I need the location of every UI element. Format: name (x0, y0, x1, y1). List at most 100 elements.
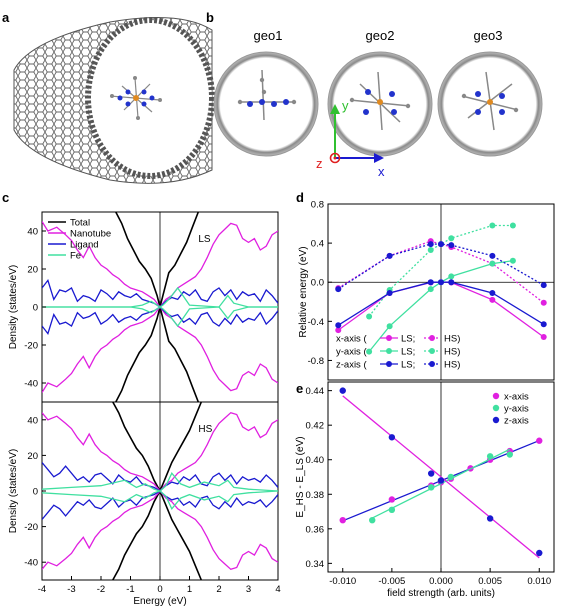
x-tick-label: 0.005 (478, 576, 502, 587)
panel-letter-d: d (296, 190, 304, 205)
dos-line-total-up (112, 402, 203, 493)
gap-point-x-axis (339, 516, 346, 524)
x-tick-label: -2 (97, 584, 105, 595)
energy-point (509, 257, 516, 264)
energy-point (427, 286, 434, 293)
fit-line-z-axis (342, 395, 540, 559)
x-tick-label: 1 (187, 584, 192, 595)
x-tick-label: 0.000 (429, 576, 453, 587)
panel-letter-c: c (2, 190, 9, 205)
x-tick-label: 2 (216, 584, 221, 595)
y-axis-title: E_HS - E_LS (eV) (295, 436, 306, 517)
gap-point-z-axis (437, 477, 445, 484)
coordinate-triad: y z x (316, 98, 385, 179)
geo1-label: geo1 (254, 28, 283, 43)
energy-point (489, 289, 496, 296)
nanotube-illustration (13, 17, 215, 184)
y-tick-label: 20 (27, 451, 38, 462)
x-tick-label: 0 (157, 584, 162, 595)
dos-hs-chart: 40 20 0 -20 -40 -4 -3 -2 -1 0 1 2 3 4 HS Density (state… (8, 401, 281, 606)
energy-point (540, 333, 547, 340)
energy-point (448, 279, 455, 286)
energy-point (448, 235, 455, 242)
energy-point (509, 222, 516, 229)
x-tick-label: -4 (38, 584, 46, 595)
y-tick-label: 0.38 (306, 490, 325, 501)
geo2-label: geo2 (366, 28, 395, 43)
gap-point-y-axis (369, 516, 376, 524)
x-tick-label: -0.010 (329, 576, 356, 587)
legend-marker-hs (429, 348, 435, 354)
legend-axis-label: y-axis ( (336, 347, 367, 358)
gap-point-x-axis (536, 437, 543, 444)
gap-point-z-axis (536, 549, 543, 557)
energy-point (540, 299, 547, 306)
gap-point-y-axis (427, 484, 435, 491)
energy-point (540, 282, 547, 289)
molecule-a (109, 76, 162, 120)
legend-marker-hs (429, 361, 435, 367)
legend-ls-label: LS; (401, 334, 415, 345)
legend-ls-label: LS; (401, 360, 415, 371)
triad-x-label: x (378, 164, 385, 179)
legend-axis-label: z-axis ( (336, 360, 367, 371)
x-tick-label: -0.005 (378, 576, 405, 587)
y-tick-label: 0.36 (306, 524, 325, 535)
energy-point (427, 279, 434, 286)
energy-point (366, 313, 373, 320)
y-tick-label: 0.34 (306, 559, 325, 570)
legend-hs-label: HS) (444, 347, 460, 358)
energy-point (540, 321, 547, 328)
y-tick-label: -40 (24, 379, 38, 390)
energy-point (489, 222, 496, 229)
energy-point (448, 273, 455, 280)
geo1-ring (213, 51, 319, 157)
legend-marker-hs (429, 335, 435, 341)
y-tick-label: 0.40 (306, 455, 325, 466)
energy-point (335, 327, 342, 334)
y-tick-label: -20 (24, 341, 38, 352)
legend-marker-ls (386, 348, 392, 354)
gap-point-x-axis (388, 496, 396, 503)
energy-point (448, 242, 455, 249)
legend-hs-label: HS) (444, 360, 460, 371)
relative-energy-chart: 0.8 0.4 0.0 -0.4 -0.8 Relative energy (eV) x-a… (298, 200, 555, 381)
spin-state-label: LS (198, 234, 211, 245)
y-tick-label: 0.42 (306, 421, 325, 432)
x-axis-title: field strength (arb. units) (387, 588, 495, 599)
spin-state-label: HS (198, 424, 212, 435)
legend-label-y-axis: y-axis (504, 404, 529, 415)
legend-ls-label: LS; (401, 347, 415, 358)
panel-letter-a: a (2, 10, 10, 25)
dos-line-total-down (112, 489, 203, 580)
dos-line-fe-up (42, 472, 278, 492)
y-tick-label: 0.44 (306, 386, 325, 397)
y-tick-label: 0.8 (311, 200, 324, 211)
y-axis-title: Density (states/eV) (8, 265, 19, 349)
energy-point (489, 252, 496, 259)
x-tick-label: 4 (275, 584, 280, 595)
x-tick-label: -1 (126, 584, 134, 595)
gap-point-y-axis (447, 473, 455, 481)
dos-line-nanotube-up (42, 221, 278, 309)
dos-line-fe-down (42, 490, 278, 510)
x-tick-label: 3 (246, 584, 251, 595)
legend-label-nanotube: Nanotube (70, 229, 111, 240)
panel-letter-b: b (206, 10, 214, 25)
gap-point-y-axis (486, 453, 494, 460)
y-tick-label: 0 (33, 487, 38, 498)
x-tick-label: -3 (67, 584, 75, 595)
y-tick-label: -40 (24, 558, 38, 569)
y-tick-label: -20 (24, 522, 38, 533)
panel-letter-e: e (296, 381, 303, 396)
dos-line-nanotube-down (42, 489, 278, 571)
legend-marker-y-axis (492, 404, 500, 412)
legend-axis-label: x-axis ( (336, 334, 367, 345)
spin-gap-chart: 0.44 0.42 0.40 0.38 0.36 0.34 -0.010 -0.005 0.00… (295, 381, 555, 599)
geo3-ring (437, 51, 543, 157)
dos-line-nanotube-down (42, 305, 278, 393)
gap-point-z-axis (388, 434, 396, 441)
triad-y-label: y (342, 98, 349, 113)
energy-point (489, 296, 496, 303)
energy-point (386, 289, 393, 296)
